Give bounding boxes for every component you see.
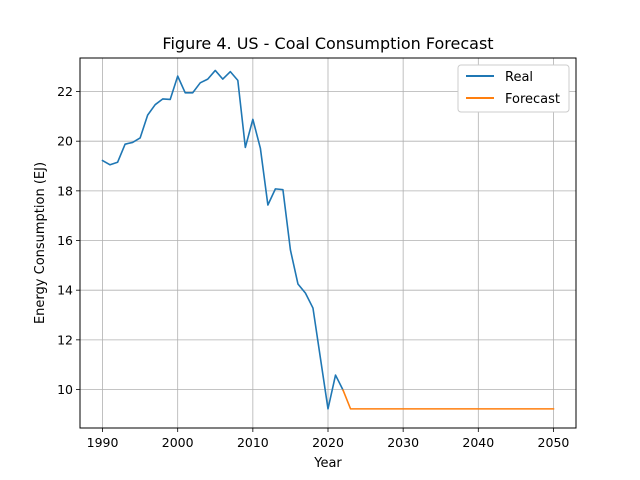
- x-axis-label: Year: [313, 456, 342, 471]
- legend: Real Forecast: [457, 64, 570, 113]
- chart-title: Figure 4. US - Coal Consumption Forecast: [162, 34, 493, 53]
- y-tick-label-18: 18: [57, 183, 73, 198]
- x-tick-label-2030: 2030: [387, 435, 419, 450]
- x-tick-label-2050: 2050: [538, 435, 570, 450]
- y-tick-label-20: 20: [57, 134, 73, 149]
- x-axis-ticks: 1990 2000 2010 2020 2030 2040 2050: [87, 428, 570, 450]
- legend-label-real: Real: [505, 70, 533, 85]
- series-lines: [101, 69, 555, 410]
- y-tick-label-22: 22: [57, 84, 73, 99]
- y-tick-label-10: 10: [57, 382, 73, 397]
- y-tick-label-12: 12: [57, 332, 73, 347]
- x-tick-label-2000: 2000: [162, 435, 194, 450]
- legend-label-forecast: Forecast: [505, 92, 560, 107]
- y-axis-label: Energy Consumption (EJ): [33, 162, 48, 324]
- x-tick-label-2040: 2040: [462, 435, 494, 450]
- x-tick-label-2010: 2010: [237, 435, 269, 450]
- x-tick-label-1990: 1990: [87, 435, 119, 450]
- y-tick-label-14: 14: [57, 283, 73, 298]
- y-axis-ticks: 10 12 14 16 18 20 22: [57, 84, 80, 397]
- y-tick-label-16: 16: [57, 233, 73, 248]
- series-line-real: [101, 69, 345, 410]
- series-line-forecast: [341, 388, 555, 410]
- x-tick-label-2020: 2020: [312, 435, 344, 450]
